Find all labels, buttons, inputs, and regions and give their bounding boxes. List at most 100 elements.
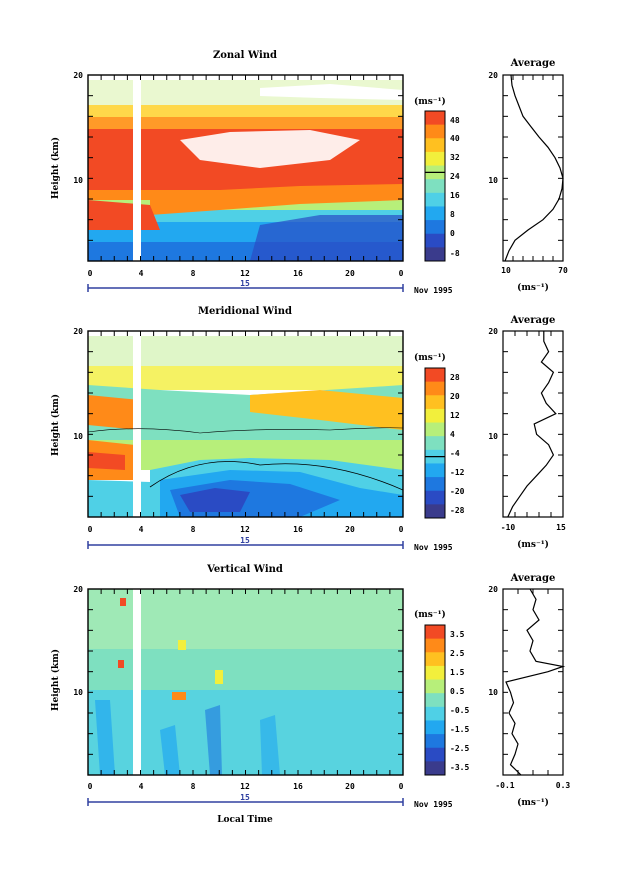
y-axis-label: Height (km) xyxy=(50,137,61,199)
average-line xyxy=(504,74,564,262)
colorbar-tick: 20 xyxy=(450,392,460,401)
heatmap-field xyxy=(88,331,403,517)
average-x-tick: -0.1 xyxy=(495,781,514,790)
colorbar-unit: (ms⁻¹) xyxy=(414,96,446,107)
y-axis: 10 20 Height (km) xyxy=(50,585,83,711)
y-tick-label: 10 xyxy=(73,688,83,697)
colorbar-swatch xyxy=(425,665,445,681)
y-axis: 10 20 Height (km) xyxy=(50,71,83,199)
colorbar-unit: (ms⁻¹) xyxy=(414,352,446,363)
colorbar-tick: -20 xyxy=(450,487,465,496)
colorbar-swatch xyxy=(425,761,445,776)
x-tick-label: 16 xyxy=(293,525,303,534)
heatmap-field xyxy=(88,75,403,261)
day-label: 15 xyxy=(240,793,250,802)
x-tick-label: 0 xyxy=(399,525,404,534)
x-tick-label: 0 xyxy=(399,269,404,278)
colorbar-swatch xyxy=(425,693,445,708)
average-x-tick: 0.3 xyxy=(556,781,571,790)
colorbar-swatch xyxy=(425,247,445,262)
date-axis-ends xyxy=(87,541,404,549)
date-axis-ends xyxy=(87,798,404,806)
colorbar-tick: 24 xyxy=(450,172,460,181)
colorbar-swatch xyxy=(425,368,445,383)
average-line xyxy=(507,331,557,518)
colorbar-swatch xyxy=(425,395,445,410)
average-y-tick: 10 xyxy=(488,432,498,441)
x-tick-label: 12 xyxy=(240,782,250,791)
colorbar-swatch xyxy=(425,747,445,762)
colorbar-swatch xyxy=(425,490,445,505)
date-label: Nov 1995 xyxy=(414,286,453,295)
x-tick-label: 12 xyxy=(240,269,250,278)
average-y-tick: 10 xyxy=(488,176,498,185)
average-x-tick: 70 xyxy=(558,266,568,275)
colorbar-swatch xyxy=(425,124,445,139)
x-tick-label: 4 xyxy=(139,269,144,278)
colorbar-tick: -12 xyxy=(450,468,465,477)
chart-title: Vertical Wind xyxy=(206,564,283,575)
colorbar-tick: 12 xyxy=(450,411,460,420)
average-frame xyxy=(502,74,564,262)
colorbar: (ms⁻¹) 48 40 32 24 16 8 0 -8 xyxy=(414,96,460,262)
x-axis-label: Local Time xyxy=(217,815,273,825)
colorbar-tick: -3.5 xyxy=(450,763,469,772)
average-y-tick: 20 xyxy=(488,327,498,336)
colorbar-tick: 0.5 xyxy=(450,687,465,696)
average-unit: (ms⁻¹) xyxy=(517,539,549,550)
colorbar-swatch xyxy=(425,422,445,437)
colorbar-swatch xyxy=(425,638,445,653)
x-tick-label: 8 xyxy=(191,782,196,791)
colorbar-swatch xyxy=(425,734,445,749)
colorbar-swatch xyxy=(425,179,445,194)
colorbar-swatch xyxy=(425,504,445,519)
average-line xyxy=(505,588,566,776)
x-axis: 0 4 8 12 16 20 0 15 Nov 1995 xyxy=(87,525,453,552)
average-y-tick: 20 xyxy=(488,71,498,80)
colorbar-tick: -8 xyxy=(450,249,460,258)
colorbar-tick: -2.5 xyxy=(450,744,469,753)
colorbar-tick: -0.5 xyxy=(450,706,469,715)
y-axis: 10 20 Height (km) xyxy=(50,327,83,456)
panel-zonal: Zonal Wind 10 20 Height (km) 0 xyxy=(50,50,568,295)
x-tick-label: 16 xyxy=(293,782,303,791)
colorbar-swatch xyxy=(425,463,445,478)
day-label: 15 xyxy=(240,536,250,545)
y-tick-label: 10 xyxy=(73,432,83,441)
average-x-tick: -10 xyxy=(501,523,516,532)
colorbar-swatch xyxy=(425,652,445,667)
average-title: Average xyxy=(510,58,556,69)
colorbar-tick: 0 xyxy=(450,229,455,238)
heatmap-field xyxy=(88,589,403,775)
average-title: Average xyxy=(510,315,556,326)
x-tick-label: 0 xyxy=(88,782,93,791)
average-x-tick: 15 xyxy=(556,523,566,532)
x-tick-label: 8 xyxy=(191,269,196,278)
colorbar: (ms⁻¹) 28 20 12 4 -4 -12 -20 -28 xyxy=(414,352,465,519)
colorbar-tick: -4 xyxy=(450,449,460,458)
chart-title: Meridional Wind xyxy=(198,306,292,317)
average-frame xyxy=(502,330,564,518)
day-label: 15 xyxy=(240,279,250,288)
colorbar-tick: -1.5 xyxy=(450,725,469,734)
colorbar-unit: (ms⁻¹) xyxy=(414,609,446,620)
y-axis-label: Height (km) xyxy=(50,394,61,456)
date-label: Nov 1995 xyxy=(414,543,453,552)
y-tick-label: 20 xyxy=(73,71,83,80)
average-profile: Average 20 10 -10 15 (ms⁻¹) xyxy=(488,315,566,550)
colorbar-swatch xyxy=(425,720,445,735)
average-x-tick: 10 xyxy=(501,266,511,275)
x-axis: 0 4 8 12 16 20 0 15 Nov 1995 xyxy=(87,269,453,295)
average-frame xyxy=(502,588,564,776)
colorbar-swatch xyxy=(425,679,445,694)
colorbar-tick: 2.5 xyxy=(450,649,465,658)
x-tick-label: 20 xyxy=(345,269,355,278)
colorbar-tick: 40 xyxy=(450,134,460,143)
x-tick-label: 12 xyxy=(240,525,250,534)
colorbar-swatch xyxy=(425,111,445,126)
colorbar: (ms⁻¹) 3.5 2.5 1.5 0.5 -0.5 -1.5 -2.5 -3… xyxy=(414,609,469,776)
colorbar-tick: 4 xyxy=(450,430,455,439)
colorbar-swatch xyxy=(425,625,445,640)
x-tick-label: 4 xyxy=(139,525,144,534)
colorbar-swatch xyxy=(425,706,445,721)
